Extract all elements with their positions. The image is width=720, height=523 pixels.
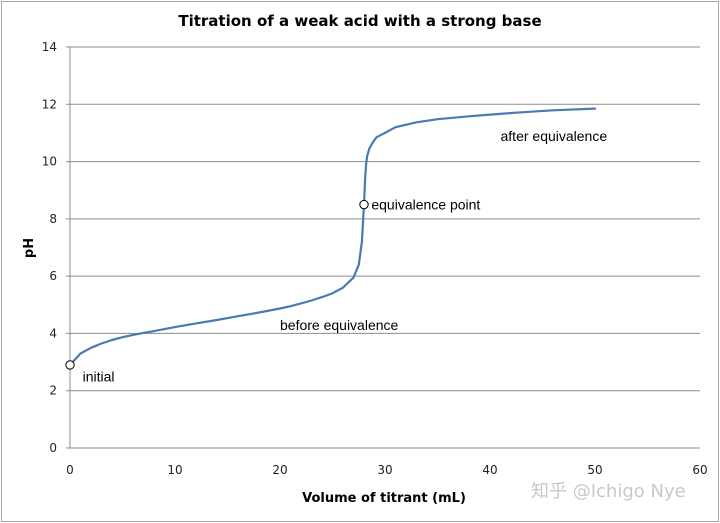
x-tick-label: 40 <box>482 463 497 477</box>
x-axis-label: Volume of titrant (mL) <box>302 491 466 506</box>
y-tick-label: 4 <box>49 326 57 340</box>
y-tick-label: 0 <box>49 441 57 455</box>
data-markers <box>65 199 369 370</box>
y-tick-label: 12 <box>42 97 57 111</box>
y-tick-label: 10 <box>42 155 57 169</box>
y-axis-ticks: 0 2 4 6 8 10 12 14 <box>42 40 57 455</box>
marker-equivalence-point <box>359 199 369 210</box>
x-axis-ticks: 0 10 20 30 40 50 60 <box>66 463 707 477</box>
y-tick-label: 14 <box>42 40 57 54</box>
x-tick-label: 10 <box>167 463 182 477</box>
annotation-equivalence-point: equivalence point <box>371 197 480 213</box>
x-tick-label: 20 <box>272 463 287 477</box>
annotation-after-equivalence: after equivalence <box>501 128 608 144</box>
annotation-initial: initial <box>83 368 115 384</box>
y-tick-label: 6 <box>49 269 57 283</box>
titration-curve <box>68 107 597 366</box>
y-tick-label: 2 <box>49 384 57 398</box>
gridlines <box>66 46 700 449</box>
watermark: 知乎 @Ichigo Nye <box>531 481 686 502</box>
annotations: initial equivalence point before equivalen… <box>83 128 608 385</box>
x-tick-label: 50 <box>587 463 602 477</box>
x-tick-label: 60 <box>692 463 707 477</box>
chart-title: Titration of a weak acid with a strong b… <box>178 12 541 30</box>
x-tick-label: 30 <box>377 463 392 477</box>
annotation-before-equivalence: before equivalence <box>280 317 399 333</box>
y-tick-label: 8 <box>49 212 57 226</box>
x-tick-label: 0 <box>66 463 74 477</box>
marker-initial <box>65 360 75 370</box>
y-axis-label: pH <box>22 238 37 258</box>
